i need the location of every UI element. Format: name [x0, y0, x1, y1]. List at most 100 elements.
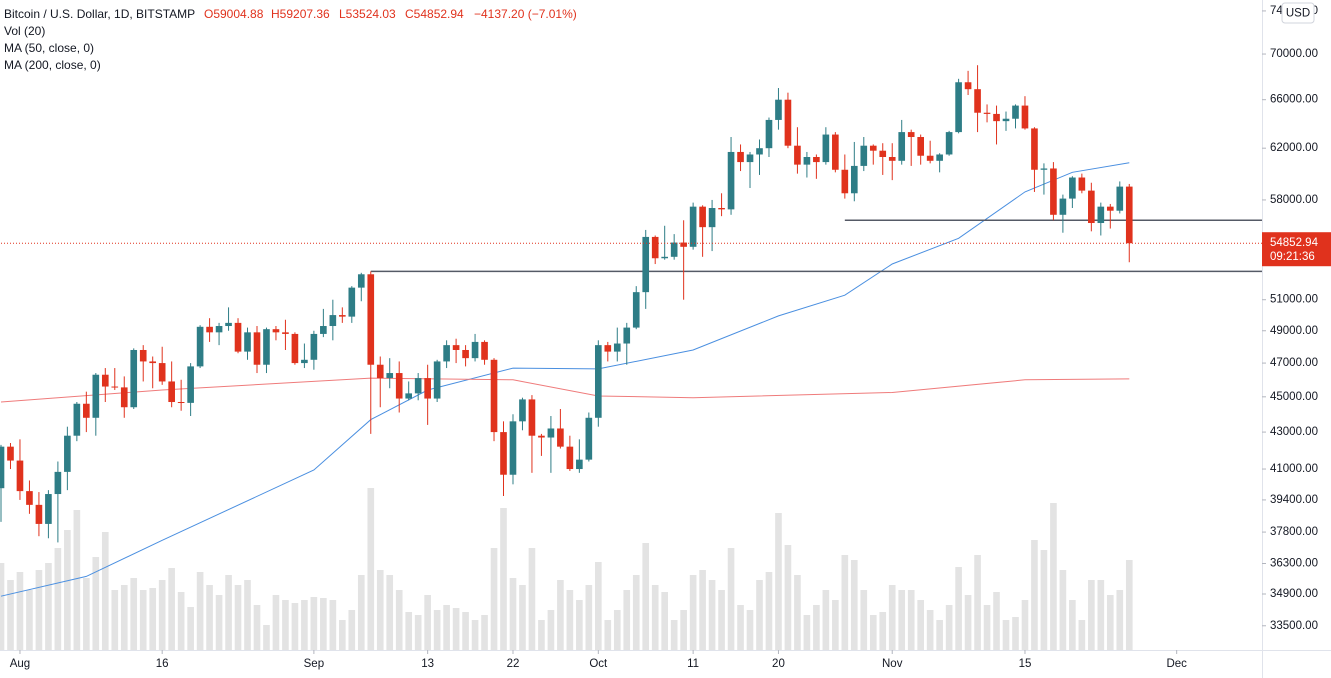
candle-body	[850, 165, 858, 194]
candle-body	[1031, 128, 1038, 170]
candle-body	[120, 387, 128, 408]
volume-bar	[661, 592, 669, 650]
candle-body	[357, 274, 365, 288]
x-tick-label: 15	[1019, 658, 1032, 670]
x-tick-label: Dec	[1166, 658, 1187, 670]
volume-bar	[244, 580, 251, 650]
y-tick-label: 62000.00	[1270, 142, 1318, 154]
candle-body	[1059, 198, 1067, 215]
volume-bar	[869, 615, 877, 650]
y-tick-label: 36300.00	[1270, 558, 1318, 570]
volume-bar	[367, 488, 375, 650]
volume-bar	[955, 567, 962, 650]
candle-body	[187, 366, 194, 403]
candle-body	[73, 403, 81, 436]
volume-bar	[433, 610, 441, 650]
candle-body	[784, 99, 792, 146]
legend: Bitcoin / U.S. Dollar, 1D, BITSTAMP O590…	[4, 7, 577, 72]
candle-body	[832, 134, 839, 170]
volume-bar	[756, 580, 763, 650]
candle-body	[917, 137, 924, 156]
volume-bar	[1021, 600, 1029, 650]
volume-bar	[329, 600, 337, 650]
volume-bar	[54, 548, 62, 650]
candle-body	[64, 435, 71, 472]
volume-bar	[386, 575, 394, 650]
volume-bar	[92, 557, 100, 650]
candle-body	[1078, 177, 1086, 191]
candle-body	[964, 82, 972, 90]
candle-body	[746, 154, 754, 163]
currency-button[interactable]: USD	[1281, 2, 1315, 24]
volume-bar	[832, 600, 839, 650]
currency-button-box[interactable]	[1281, 2, 1315, 24]
volume-legend: Vol (20)	[4, 24, 45, 38]
volume-bar	[234, 585, 242, 650]
x-tick-label: 20	[772, 658, 785, 670]
candle-body	[1116, 186, 1124, 211]
volume-bar	[746, 610, 754, 650]
y-tick-label: 51000.00	[1270, 294, 1318, 306]
candle-body	[907, 132, 915, 138]
candle-body	[471, 341, 479, 359]
candle-body	[500, 432, 507, 475]
volume-bar	[983, 605, 991, 650]
volume-bar	[253, 605, 261, 650]
volume-bar	[177, 592, 185, 650]
candle-body	[594, 345, 602, 418]
candle-body	[35, 504, 43, 524]
candle-body	[490, 359, 498, 433]
volume-bar	[73, 510, 81, 650]
volume-bar	[101, 532, 109, 650]
volume-bar	[301, 600, 308, 650]
volume-bar	[158, 580, 166, 650]
volume-bar	[45, 563, 52, 650]
volume-bar	[139, 590, 147, 650]
volume-bar	[490, 548, 498, 650]
volume-bar	[670, 620, 678, 650]
candle-body	[386, 373, 394, 379]
volume-bar	[1116, 590, 1124, 650]
volume-bar	[528, 548, 536, 650]
volume-bar	[585, 585, 593, 650]
volume-bar	[7, 580, 14, 650]
volume-bar	[348, 610, 356, 650]
volume-bar	[642, 543, 650, 650]
volume-bar	[405, 612, 413, 650]
candle-body	[158, 363, 166, 382]
volume-bar	[699, 570, 706, 650]
volume-bar	[1012, 617, 1019, 650]
candle-body	[26, 491, 33, 505]
currency-label[interactable]: USD	[1286, 8, 1310, 20]
x-tick-label: 13	[421, 658, 434, 670]
candle-body	[585, 417, 593, 460]
candle-body	[234, 322, 242, 352]
candle-body	[1012, 105, 1019, 119]
candle-body	[291, 333, 299, 364]
volume-bar	[680, 610, 687, 650]
symbol-title: Bitcoin / U.S. Dollar, 1D, BITSTAMP	[4, 7, 195, 21]
candle-body	[272, 329, 280, 333]
volume-bar	[557, 580, 564, 650]
countdown-label: 09:21:36	[1270, 251, 1315, 263]
candle-body	[16, 460, 24, 492]
candle-body	[196, 326, 204, 367]
candle-body	[993, 113, 1000, 122]
volume-bar	[993, 592, 1000, 650]
candle-body	[462, 349, 469, 359]
volume-bar	[500, 508, 507, 650]
candle-body	[54, 471, 62, 495]
volume-bar	[822, 590, 830, 650]
volume-bar	[1040, 550, 1048, 650]
x-tick-label: 16	[156, 658, 169, 670]
candle-body	[623, 327, 631, 344]
candle-body	[888, 157, 896, 161]
price-overlay: 54852.94 09:21:36	[1, 232, 1331, 267]
candle-body	[395, 373, 403, 399]
volume-bar	[414, 615, 422, 650]
volume-bar	[310, 597, 318, 650]
candle-body	[339, 315, 346, 317]
candle-body	[718, 208, 725, 210]
